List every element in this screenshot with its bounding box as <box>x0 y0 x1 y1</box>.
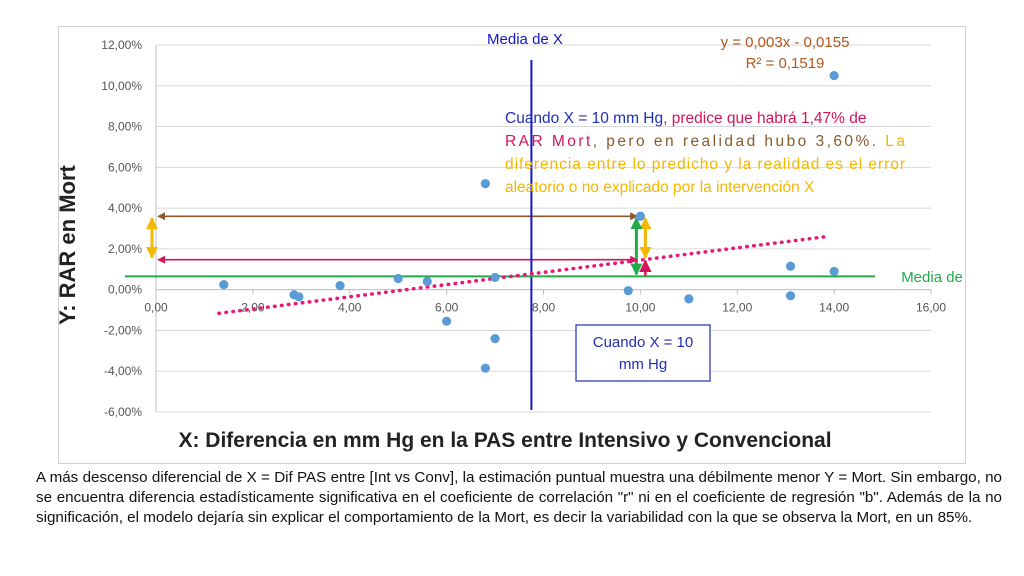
x-tick-label: 10,00 <box>625 301 655 315</box>
annotation-segment: RAR Mort <box>505 133 591 150</box>
scatter-chart: 12,00% 10,00% 8,00% 6,00% 4,00% 2,00% 0,00% -2,… <box>59 27 967 465</box>
y-tick-labels: 12,00% 10,00% 8,00% 6,00% 4,00% 2,00% 0,00% -2,… <box>101 38 142 419</box>
data-point <box>624 286 633 295</box>
data-point <box>830 71 839 80</box>
data-point <box>335 281 344 290</box>
y-tick-label: 4,00% <box>108 201 142 215</box>
data-point <box>830 267 839 276</box>
data-point <box>219 280 228 289</box>
data-point <box>490 273 499 282</box>
data-point <box>786 291 795 300</box>
data-point <box>481 364 490 373</box>
media-y-label: Media de Y <box>901 269 967 286</box>
data-point <box>684 294 693 303</box>
y-tick-label: -2,00% <box>104 323 142 337</box>
y-tick-label: -4,00% <box>104 364 142 378</box>
x-equals-10-box-line-2: mm Hg <box>619 356 667 373</box>
x-equals-10-box-line-1: Cuando X = 10 <box>593 334 694 351</box>
data-point <box>481 179 490 188</box>
data-point <box>394 274 403 283</box>
axes <box>156 45 931 412</box>
x-tick-label: 8,00 <box>532 301 556 315</box>
x-tick-label: 4,00 <box>338 301 362 315</box>
data-point <box>442 317 451 326</box>
data-point <box>423 277 432 286</box>
annotation-segment: , pero en realidad hubo 3,60%. <box>593 133 883 150</box>
guide-arrows <box>152 216 645 275</box>
x-tick-label: 14,00 <box>819 301 849 315</box>
chart-frame: 12,00% 10,00% 8,00% 6,00% 4,00% 2,00% 0,00% -2,… <box>58 26 966 464</box>
y-tick-label: 2,00% <box>108 242 142 256</box>
gridlines <box>156 45 931 412</box>
y-axis-title: Y: RAR en Mort <box>59 164 80 324</box>
y-tick-label: -6,00% <box>104 405 142 419</box>
annotation-segment: , predice que habrá 1,47% de <box>663 110 866 127</box>
annotation-segment: La <box>885 133 905 150</box>
y-tick-label: 6,00% <box>108 160 142 174</box>
x-tick-label: 6,00 <box>435 301 459 315</box>
trendline-equation: y = 0,003x - 0,0155 <box>721 34 850 51</box>
y-tick-label: 0,00% <box>108 283 142 297</box>
caption-paragraph: A más descenso diferencial de X = Dif PA… <box>36 468 1002 528</box>
data-point <box>786 262 795 271</box>
annotation-line-3: diferencia entre lo predicho y la realid… <box>505 156 905 173</box>
x-tick-label: 0,00 <box>144 301 168 315</box>
data-point <box>294 292 303 301</box>
media-x-label: Media de X <box>487 31 563 48</box>
y-tick-label: 10,00% <box>101 79 142 93</box>
x-tick-label: 12,00 <box>722 301 752 315</box>
y-tick-label: 8,00% <box>108 120 142 134</box>
data-point <box>636 212 645 221</box>
x-axis-title: X: Diferencia en mm Hg en la PAS entre I… <box>178 429 831 452</box>
data-point <box>490 334 499 343</box>
annotation-segment: Cuando X = 10 mm Hg <box>505 110 663 127</box>
annotation-line-1: Cuando X = 10 mm Hg, predice que habrá 1… <box>505 110 866 127</box>
y-tick-label: 12,00% <box>101 38 142 52</box>
annotation-line-2: RAR Mort, pero en realidad hubo 3,60%. L… <box>505 133 905 150</box>
x-tick-label: 16,00 <box>916 301 946 315</box>
x-equals-10-box: Cuando X = 10 mm Hg <box>576 325 710 381</box>
annotation-text: Cuando X = 10 mm Hg, predice que habrá 1… <box>505 110 905 196</box>
trendline-r2: R² = 0,1519 <box>746 55 825 72</box>
annotation-line-4: aleatorio o no explicado por la interven… <box>505 179 815 196</box>
